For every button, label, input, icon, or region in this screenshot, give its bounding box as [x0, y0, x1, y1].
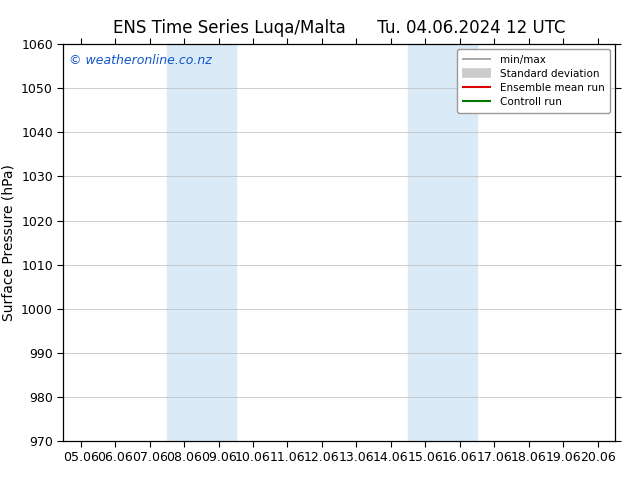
Text: © weatheronline.co.nz: © weatheronline.co.nz [69, 54, 212, 67]
Bar [408, 44, 477, 441]
Title: ENS Time Series Luqa/Malta      Tu. 04.06.2024 12 UTC: ENS Time Series Luqa/Malta Tu. 04.06.202… [113, 19, 566, 37]
Legend: min/max, Standard deviation, Ensemble mean run, Controll run: min/max, Standard deviation, Ensemble me… [457, 49, 610, 113]
Bar [167, 44, 236, 441]
Y-axis label: Surface Pressure (hPa): Surface Pressure (hPa) [1, 164, 16, 321]
